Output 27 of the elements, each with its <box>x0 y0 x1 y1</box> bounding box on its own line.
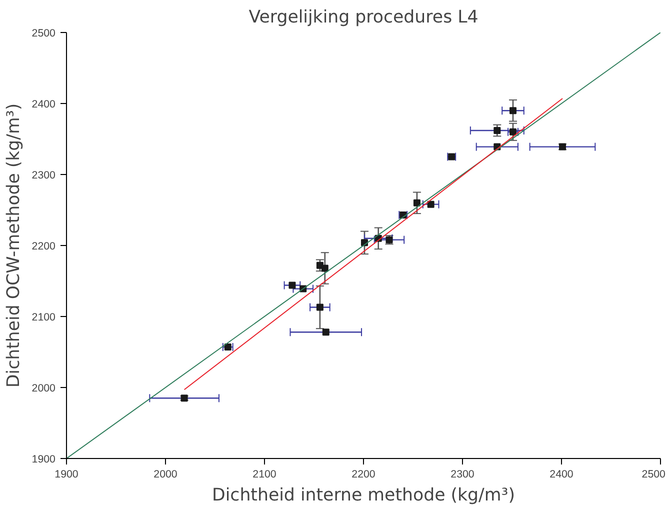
point <box>288 282 296 289</box>
y-axis-title: Dichtheid OCW-methode (kg/m³) <box>4 103 24 388</box>
chart-title: Vergelijking procedures L4 <box>248 8 478 28</box>
x-tick-label: 2500 <box>642 468 666 480</box>
y-tick-label: 2500 <box>32 28 56 40</box>
y-tick-label: 2000 <box>32 382 56 394</box>
y-tick-label: 2100 <box>32 312 56 324</box>
point <box>494 126 501 134</box>
y-tick-label: 2200 <box>32 240 56 252</box>
x-tick-label: 2000 <box>154 468 178 480</box>
point <box>321 264 328 272</box>
y-tick-label: 1900 <box>32 454 56 466</box>
y-tick-label: 2300 <box>32 170 56 182</box>
x-tick-label: 2100 <box>252 468 276 480</box>
x-tick-label: 2300 <box>450 468 474 480</box>
point <box>224 344 232 351</box>
y-tick-label: 2400 <box>32 98 56 110</box>
point <box>427 200 434 208</box>
point <box>509 107 516 114</box>
point <box>509 128 516 136</box>
x-tick-label: 2400 <box>550 468 574 480</box>
point <box>316 304 324 311</box>
point <box>322 328 330 336</box>
x-axis-title: Dichtheid interne methode (kg/m³) <box>212 486 515 506</box>
x-tick-label: 2200 <box>352 468 376 480</box>
point <box>413 199 420 206</box>
x-tick-label: 1900 <box>54 468 78 480</box>
